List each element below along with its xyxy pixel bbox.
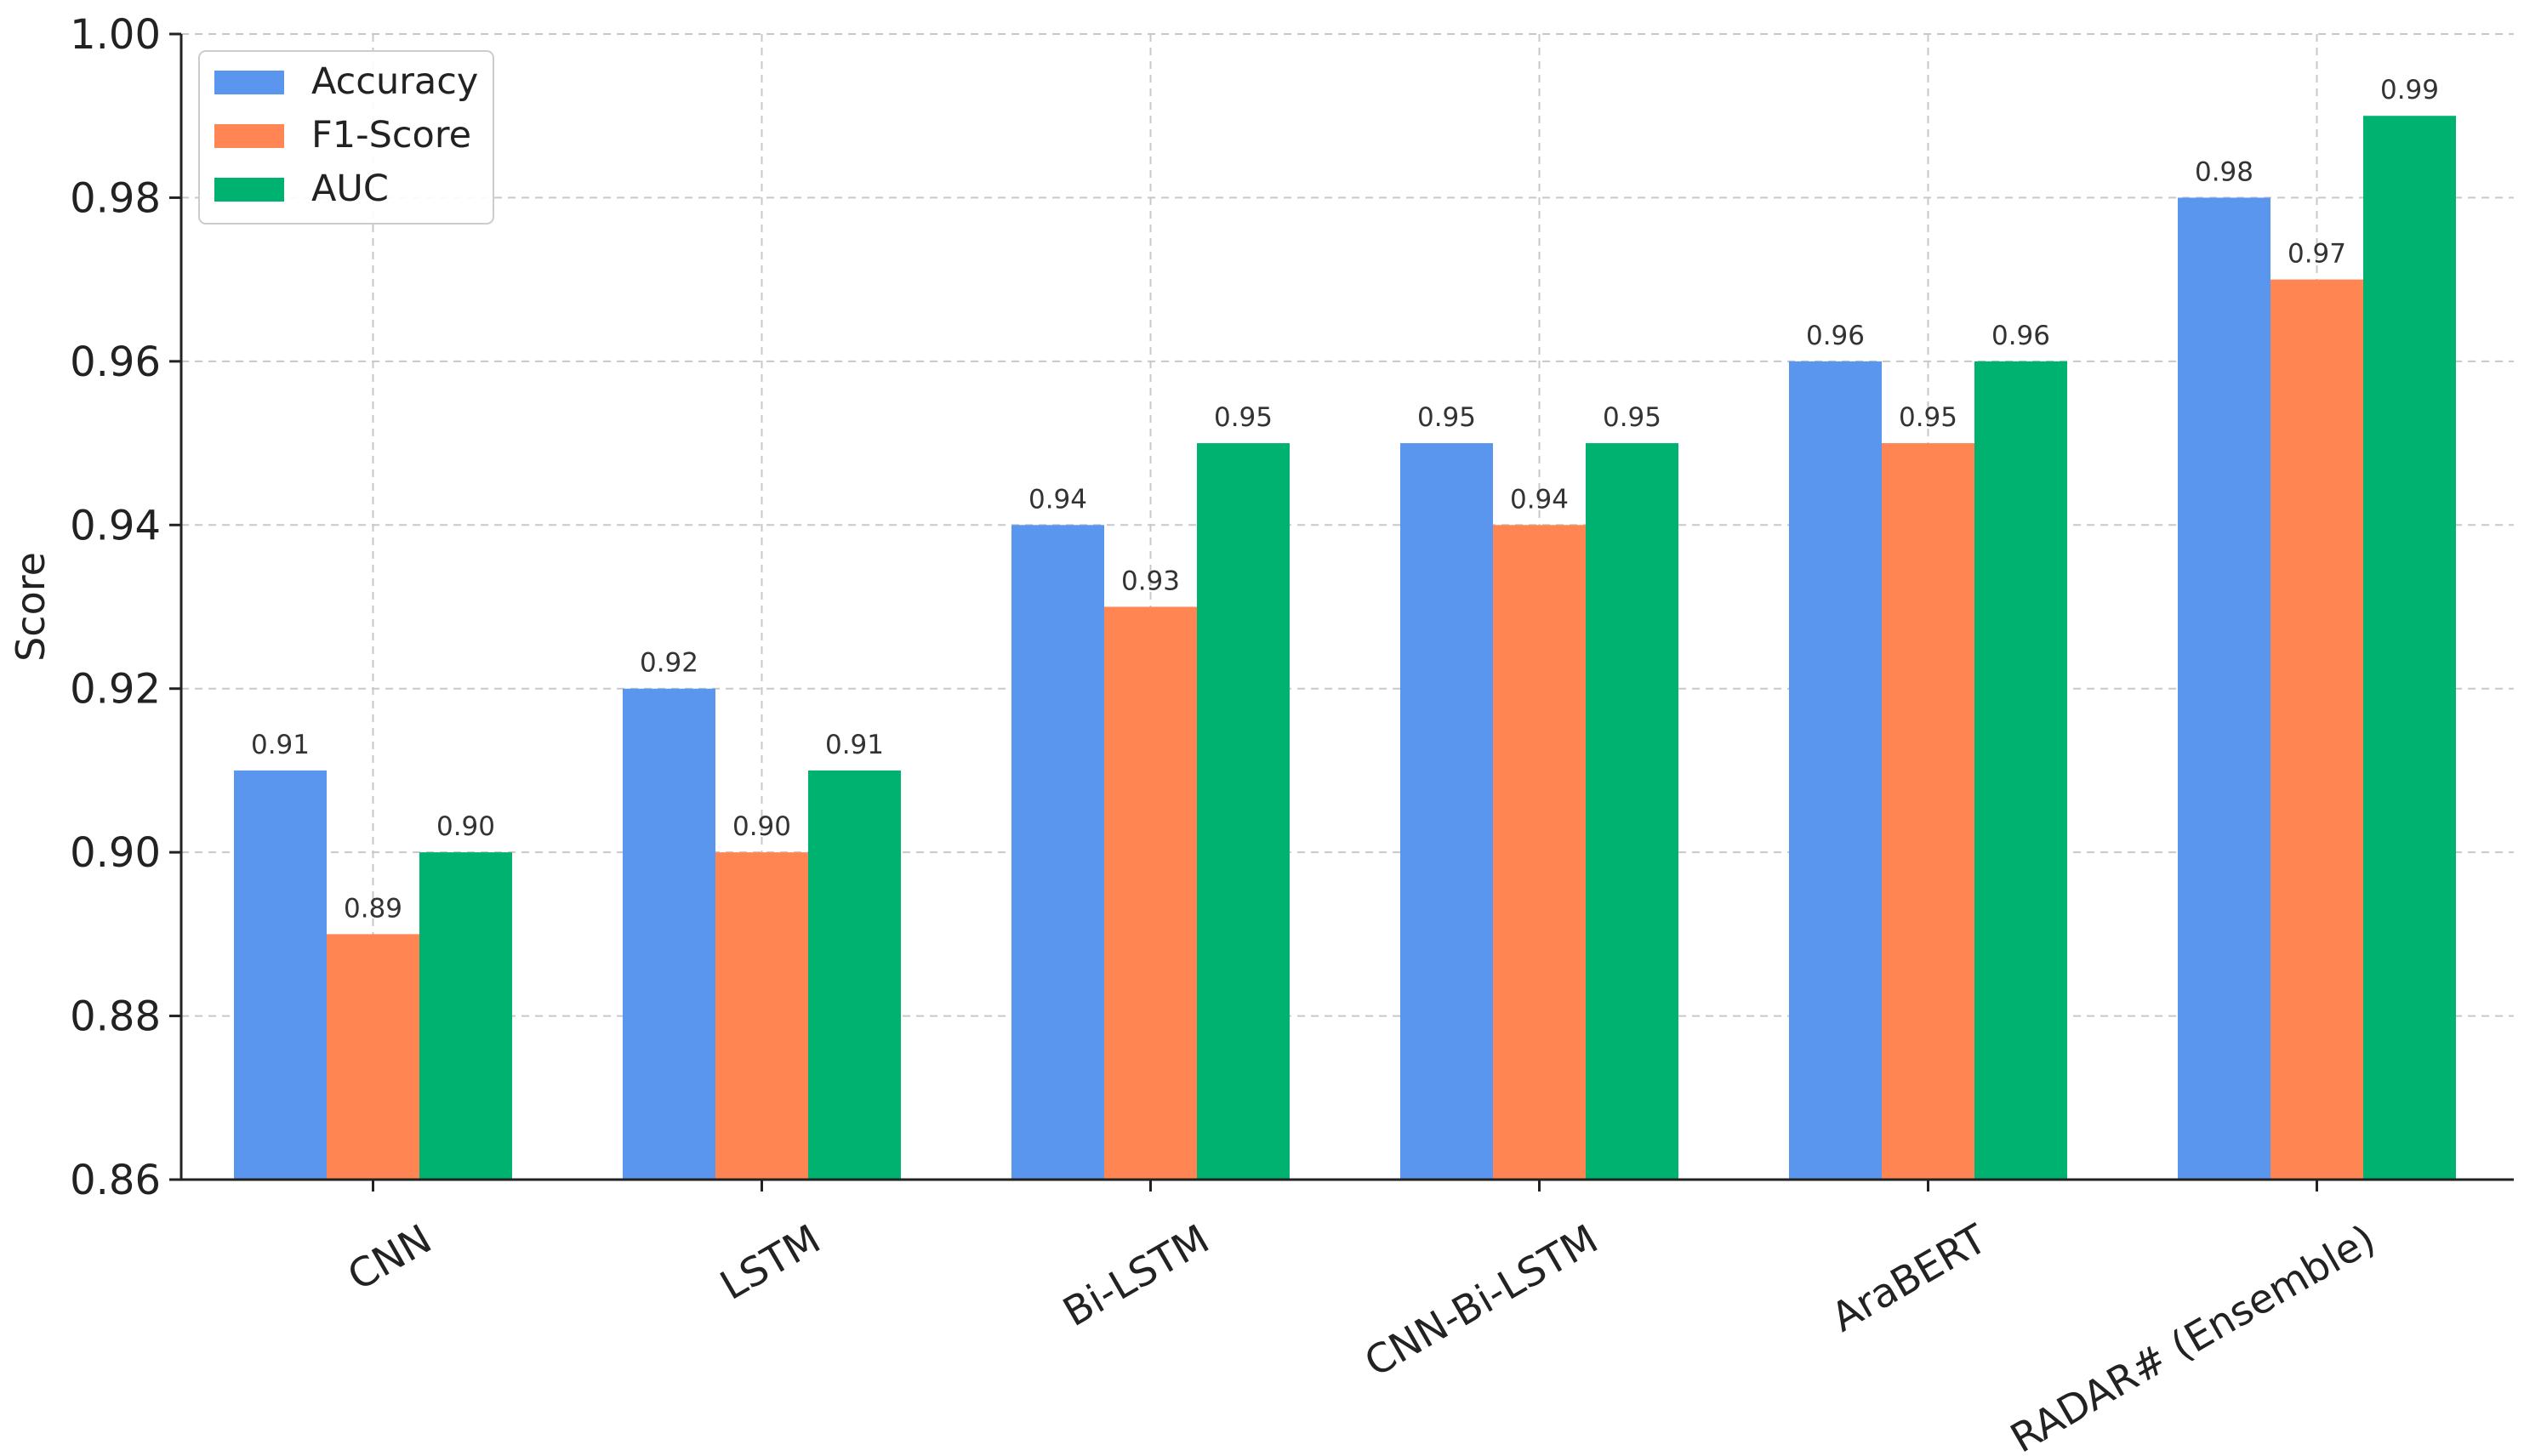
y-tick-label: 0.98 <box>70 174 161 222</box>
value-labels: 0.91 0.92 0.94 0.95 0.96 0.98 0.89 0.90 0.93 0.94… <box>251 75 2439 924</box>
bar-accuracy-cnn <box>234 770 327 1180</box>
x-tick-label: LSTM <box>713 1216 829 1310</box>
x-tick-label: Bi-LSTM <box>1056 1216 1217 1336</box>
y-tick-label: 0.94 <box>70 502 161 549</box>
data-label-auc: 0.99 <box>2380 75 2439 105</box>
bar-auc-bi-lstm <box>1197 443 1290 1180</box>
bar-f1-score-bi-lstm <box>1104 606 1197 1180</box>
y-axis-label: Score <box>8 552 54 662</box>
data-label-auc: 0.95 <box>1214 402 1273 433</box>
bar-accuracy-radar-ensemble <box>2178 197 2270 1180</box>
legend-label-accuracy: Accuracy <box>311 60 478 103</box>
bars <box>234 116 2456 1180</box>
bar-auc-cnn-bi-lstm <box>1586 443 1678 1180</box>
legend-swatch-accuracy <box>214 71 284 94</box>
data-label-f1-score: 0.90 <box>732 811 791 842</box>
legend-label-f1-score: F1-Score <box>311 114 471 156</box>
legend: Accuracy F1-Score AUC <box>198 50 494 225</box>
bar-f1-score-radar-ensemble <box>2270 279 2363 1180</box>
bar-auc-lstm <box>808 770 901 1180</box>
bar-accuracy-arabert <box>1789 361 1882 1180</box>
x-tick-label: CNN-Bi-LSTM <box>1357 1216 1605 1387</box>
data-label-accuracy: 0.98 <box>2195 156 2253 187</box>
bar-accuracy-bi-lstm <box>1011 525 1104 1180</box>
legend-swatch-auc <box>214 178 284 202</box>
y-tick-label: 0.92 <box>70 666 161 714</box>
data-label-auc: 0.90 <box>436 811 495 842</box>
x-tick-label: CNN <box>340 1216 440 1300</box>
y-tick-label: 0.86 <box>70 1157 161 1204</box>
data-label-accuracy: 0.92 <box>640 648 698 679</box>
legend-label-auc: AUC <box>311 168 389 210</box>
data-label-f1-score: 0.94 <box>1510 484 1569 515</box>
data-label-f1-score: 0.95 <box>1899 402 1957 433</box>
data-label-accuracy: 0.95 <box>1417 402 1476 433</box>
x-tick-label: RADAR# (Ensemble) <box>2003 1216 2384 1452</box>
data-label-f1-score: 0.93 <box>1121 566 1180 597</box>
data-label-accuracy: 0.94 <box>1028 484 1087 515</box>
data-label-accuracy: 0.91 <box>251 730 310 760</box>
y-tick-label: 0.88 <box>70 993 161 1041</box>
x-tick-label: AraBERT <box>1824 1215 1995 1341</box>
bar-auc-radar-ensemble <box>2363 116 2456 1180</box>
data-label-auc: 0.96 <box>1991 321 2050 351</box>
data-label-f1-score: 0.89 <box>344 893 402 924</box>
bar-f1-score-cnn-bi-lstm <box>1493 525 1586 1180</box>
data-label-f1-score: 0.97 <box>2288 239 2346 270</box>
data-label-auc: 0.91 <box>825 730 884 760</box>
legend-swatch-f1-score <box>214 124 284 148</box>
bar-accuracy-cnn-bi-lstm <box>1400 443 1493 1180</box>
y-tick-label: 0.96 <box>70 338 161 386</box>
bar-auc-cnn <box>419 852 512 1180</box>
data-label-auc: 0.95 <box>1603 402 1661 433</box>
bar-f1-score-lstm <box>715 852 808 1180</box>
gridlines <box>181 33 2514 1180</box>
bar-f1-score-arabert <box>1882 443 1974 1180</box>
bar-accuracy-lstm <box>623 688 715 1180</box>
bar-auc-arabert <box>1974 361 2067 1180</box>
y-tick-label: 1.00 <box>70 11 161 59</box>
data-label-accuracy: 0.96 <box>1806 321 1865 351</box>
y-tick-label: 0.90 <box>70 829 161 877</box>
bar-f1-score-cnn <box>327 934 419 1180</box>
